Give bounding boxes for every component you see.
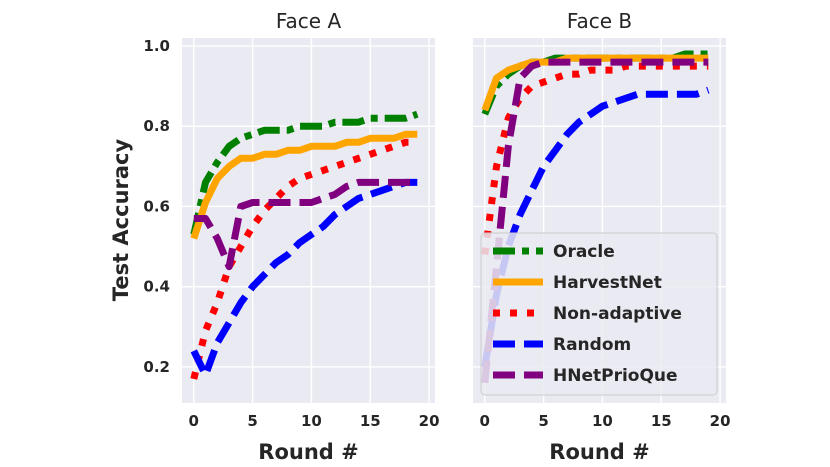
- plot-area-face-a: [182, 38, 435, 403]
- series-line-hnetprioque: [481, 58, 709, 384]
- x-tick-label: 5: [247, 412, 257, 430]
- legend-label-random: Random: [553, 335, 631, 355]
- x-tick-label: 0: [480, 412, 490, 430]
- series-line-harvestnet: [481, 54, 709, 112]
- x-tick-label: 0: [189, 412, 199, 430]
- x-tick-label: 10: [592, 412, 613, 430]
- x-tick-label: 15: [651, 412, 672, 430]
- series-lines-face-a: [190, 110, 419, 380]
- legend-box: [480, 232, 718, 396]
- legend-label-non-adaptive: Non-adaptive: [553, 304, 682, 324]
- series-line-random: [190, 178, 418, 379]
- y-tick-label: 0.4: [143, 278, 170, 296]
- x-tick-label: 5: [538, 412, 548, 430]
- chart-title-face-b: Face B: [567, 9, 632, 33]
- series-line-oracle: [190, 110, 419, 236]
- series-line-harvestnet: [190, 130, 418, 240]
- y-tick-label: 1.0: [143, 37, 170, 55]
- x-tick-label: 20: [710, 412, 731, 430]
- legend-label-harvestnet: HarvestNet: [553, 273, 662, 293]
- y-axis-label: Test Accuracy: [109, 139, 133, 302]
- legend-label-oracle: Oracle: [553, 242, 615, 262]
- y-tick-label: 0.8: [143, 117, 170, 135]
- panel-face-a: 0.20.40.60.81.0 0 5 10 15 20 Face A Round # …: [109, 9, 440, 464]
- x-tick-labels-face-b: 0 5 10 15 20: [480, 412, 731, 430]
- x-tick-label: 20: [419, 412, 440, 430]
- x-axis-label-face-b: Round #: [549, 440, 649, 464]
- chart-title-face-a: Face A: [276, 9, 342, 33]
- series-line-random: [481, 86, 710, 368]
- series-line-hnetprioque: [193, 178, 418, 271]
- x-tick-label: 10: [301, 412, 322, 430]
- x-tick-label: 15: [360, 412, 381, 430]
- legend-label-hnetprioque: HNetPrioQue: [553, 366, 678, 386]
- y-tick-labels-face-a: 0.2 0.4 0.6 0.8 1.0: [143, 37, 170, 376]
- x-axis-label-face-a: Round #: [258, 440, 358, 464]
- legend-items: Oracle HarvestNet Non-adaptive Random HNetPr…: [493, 242, 682, 386]
- series-lines-face-b: [481, 50, 710, 384]
- x-tick-labels-face-a: 0 5 10 15 20: [189, 412, 440, 430]
- y-tick-label: 0.6: [143, 197, 170, 215]
- y-tick-label: 0.2: [143, 358, 170, 376]
- legend: Oracle HarvestNet Non-adaptive Random HNetPr…: [480, 232, 718, 396]
